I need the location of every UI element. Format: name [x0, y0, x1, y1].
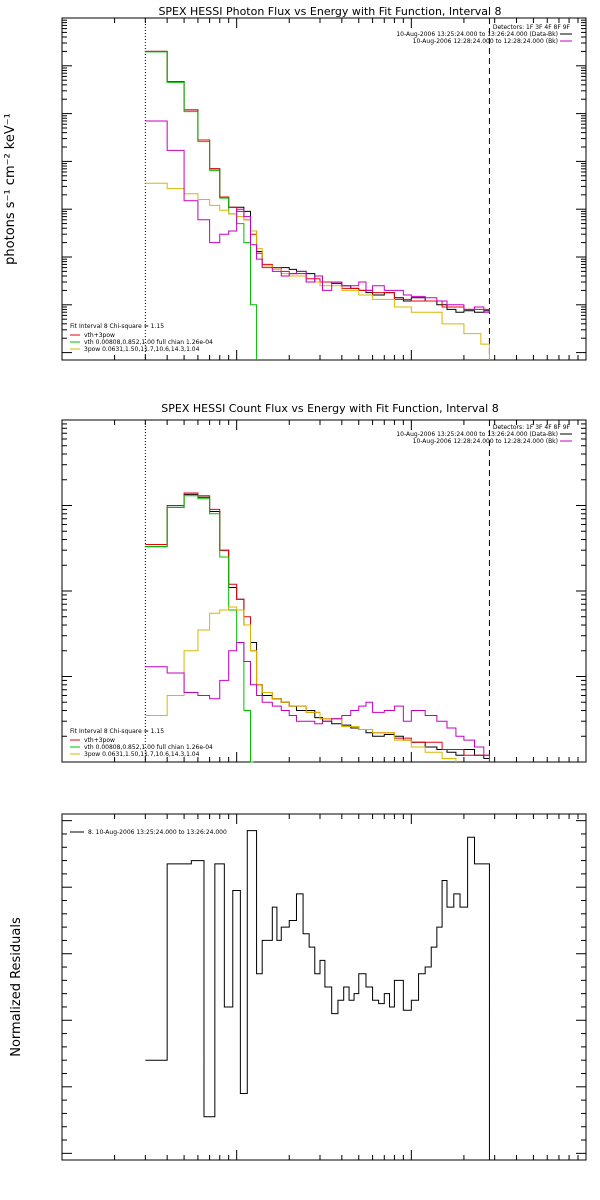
photon-flux-series-thermal — [145, 51, 258, 360]
count-flux-legend-entry: vth 0.00808,0.852,1.00 full chian 1.26e-… — [84, 744, 213, 751]
photon-flux-legend-entry: vth 0.00808,0.852,1.00 full chian 1.26e-… — [84, 339, 213, 346]
photon-flux-info-line: Detectors: 1F 3F 4F 8F 9F — [493, 24, 571, 31]
residuals-panel: Normalized Residuals 8. 10-Aug-2006 13:2… — [9, 813, 587, 1161]
count-flux-legend-entry: vth+3pow — [84, 737, 115, 744]
photon-flux-legend-header: Fit Interval 8 Chi-square = 1.15 — [70, 323, 164, 330]
count-flux-info-line: Detectors: 1F 3F 4F 8F 9F — [493, 424, 571, 431]
residuals-y-label: Normalized Residuals — [9, 917, 24, 1057]
residuals-series-residuals — [145, 830, 490, 1160]
count-flux-series-powerlaw — [145, 606, 457, 762]
count-flux-series-background — [145, 641, 490, 756]
photon-flux-legend-entry: 3pow 0.0631,1.50,11.7,10.6,14.3,1.04 — [84, 346, 200, 353]
count-flux-plot-frame — [61, 419, 587, 763]
count-flux-legend-header: Fit Interval 8 Chi-square = 1.15 — [70, 728, 164, 735]
photon-flux-plot-frame — [61, 17, 587, 361]
photon-flux-series-total — [145, 50, 490, 311]
photon-flux-series-powerlaw — [145, 182, 490, 360]
photon-flux-legend: Fit Interval 8 Chi-square = 1.15 vth+3po… — [70, 323, 213, 353]
count-flux-panel: SPEX HESSI Count Flux vs Energy with Fit… — [61, 402, 587, 763]
residuals-plot-frame — [61, 813, 587, 1161]
count-flux-series-data — [145, 493, 490, 759]
count-flux-info-line: 10-Aug-2006 13:25:24.000 to 13:26:24.000… — [396, 431, 558, 438]
photon-flux-legend-entry: vth+3pow — [84, 332, 115, 339]
photon-flux-info-line: 10-Aug-2006 12:28:24.000 to 12:28:24.000… — [413, 38, 558, 45]
photon-flux-info-line: 10-Aug-2006 13:25:24.000 to 13:26:24.000… — [396, 31, 558, 38]
count-flux-info: Detectors: 1F 3F 4F 8F 9F 10-Aug-2006 13… — [396, 424, 572, 445]
photon-flux-info: Detectors: 1F 3F 4F 8F 9F 10-Aug-2006 13… — [396, 24, 572, 45]
photon-flux-y-label: photons s⁻¹ cm⁻² keV⁻¹ — [3, 113, 18, 265]
photon-flux-panel: SPEX HESSI Photon Flux vs Energy with Fi… — [3, 5, 587, 361]
photon-flux-title: SPEX HESSI Photon Flux vs Energy with Fi… — [158, 5, 501, 18]
count-flux-legend-entry: 3pow 0.0631,1.50,11.7,10.6,14.3,1.04 — [84, 751, 200, 758]
residuals-legend-entry: 8. 10-Aug-2006 13:25:24.000 to 13:26:24.… — [88, 829, 227, 836]
count-flux-legend: Fit Interval 8 Chi-square = 1.15 vth+3po… — [70, 728, 213, 758]
count-flux-series-thermal — [145, 495, 254, 763]
count-flux-info-line: 10-Aug-2006 12:28:24.000 to 12:28:24.000… — [413, 438, 558, 445]
count-flux-title: SPEX HESSI Count Flux vs Energy with Fit… — [161, 402, 498, 415]
residuals-legend: 8. 10-Aug-2006 13:25:24.000 to 13:26:24.… — [70, 829, 227, 836]
photon-flux-series-data — [145, 50, 490, 313]
photon-flux-series-background — [145, 120, 490, 313]
